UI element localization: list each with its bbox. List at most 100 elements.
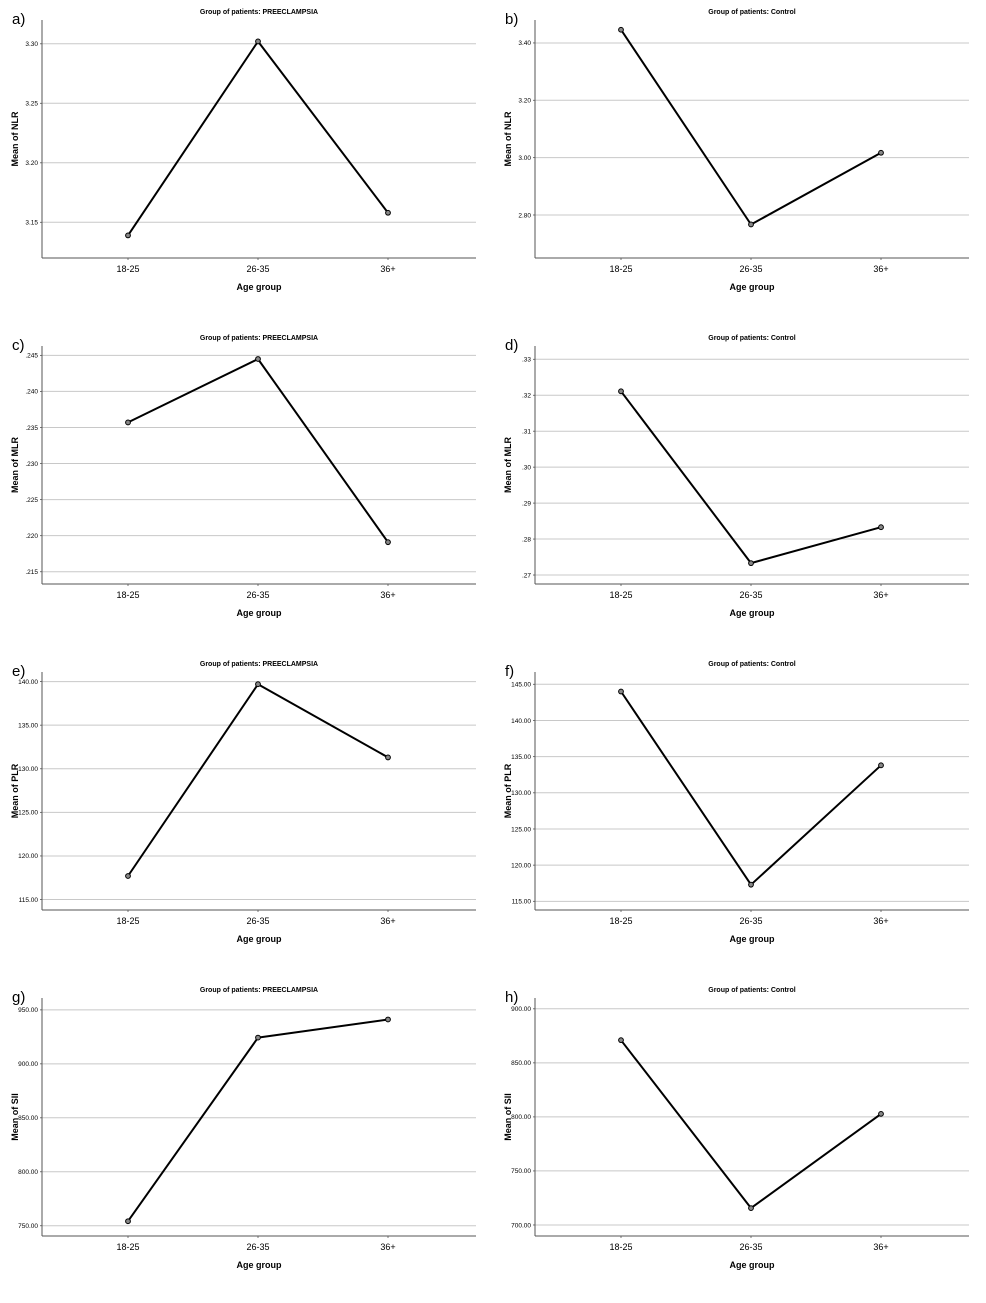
- data-point: [748, 881, 754, 888]
- y-tick-label: 3.00: [518, 155, 531, 162]
- x-tick-label: 18-25: [116, 916, 139, 926]
- y-tick-label: 850.00: [18, 1115, 38, 1122]
- y-tick-label: .27: [522, 572, 531, 579]
- x-tick-label: 36+: [873, 916, 888, 926]
- y-tick-label: 900.00: [18, 1061, 38, 1068]
- x-tick-label: 18-25: [116, 590, 139, 600]
- x-tick-label: 26-35: [739, 1242, 762, 1252]
- x-tick-label: 26-35: [739, 916, 762, 926]
- chart-title: Group of patients: PREECLAMPSIA: [200, 335, 318, 342]
- y-tick-label: .33: [522, 357, 531, 364]
- panel-label: a): [12, 11, 25, 28]
- y-axis-title: Mean of MLR: [503, 437, 513, 493]
- x-tick-label: 26-35: [246, 264, 269, 274]
- data-point: [385, 209, 391, 216]
- chart-title: Group of patients: PREECLAMPSIA: [200, 9, 318, 16]
- x-tick-label: 18-25: [609, 1242, 632, 1252]
- x-tick-label: 18-25: [116, 264, 139, 274]
- y-tick-label: 130.00: [18, 766, 38, 773]
- chart-svg: c) Group of patients: PREECLAMPSIA .215 .22…: [10, 335, 476, 618]
- x-tick-label: 18-25: [609, 264, 632, 274]
- data-point: [125, 1218, 131, 1225]
- y-tick-label: .240: [25, 389, 38, 396]
- x-tick-label: 26-35: [246, 590, 269, 600]
- panel-label: c): [12, 337, 25, 354]
- data-point: [255, 38, 261, 45]
- y-tick-label: 135.00: [511, 754, 531, 761]
- series-line: [127, 1018, 389, 1222]
- y-tick-label: 140.00: [511, 718, 531, 725]
- panel-label: e): [12, 663, 25, 680]
- chart-title: Group of patients: Control: [708, 661, 796, 668]
- x-axis-title: Age group: [730, 608, 775, 618]
- series-line: [127, 358, 389, 543]
- x-tick-label: 36+: [873, 1242, 888, 1252]
- y-tick-label: 2.80: [518, 212, 531, 219]
- y-tick-label: 135.00: [18, 722, 38, 729]
- chart-svg: b) Group of patients: Control 2.80 3.00 3.20…: [503, 9, 969, 292]
- y-tick-label: .230: [25, 461, 38, 468]
- x-tick-label: 36+: [380, 916, 395, 926]
- series-line: [620, 1039, 882, 1210]
- chart-panel-f: f) Group of patients: Control 115.00 120.00…: [493, 652, 986, 977]
- chart-panel-g: g) Group of patients: PREECLAMPSIA 750.00 8…: [0, 978, 493, 1303]
- x-tick-label: 36+: [873, 264, 888, 274]
- chart-svg: a) Group of patients: PREECLAMPSIA 3.15 3.2…: [10, 9, 476, 292]
- data-point: [385, 754, 391, 761]
- y-tick-label: .235: [25, 425, 38, 432]
- y-tick-label: 750.00: [18, 1223, 38, 1230]
- data-point: [878, 149, 884, 156]
- x-tick-label: 26-35: [246, 916, 269, 926]
- y-tick-label: 130.00: [511, 790, 531, 797]
- panel-label: d): [505, 337, 518, 354]
- y-tick-label: 120.00: [18, 853, 38, 860]
- y-tick-label: 3.15: [25, 220, 38, 227]
- chart-panel-h: h) Group of patients: Control 700.00 750.00…: [493, 978, 986, 1303]
- data-point: [618, 1037, 624, 1044]
- panel-label: h): [505, 989, 518, 1006]
- x-axis-title: Age group: [237, 1260, 282, 1270]
- x-tick-label: 18-25: [609, 590, 632, 600]
- y-tick-label: 750.00: [511, 1168, 531, 1175]
- y-tick-label: .29: [522, 500, 531, 507]
- y-axis-title: Mean of MLR: [10, 437, 20, 493]
- data-point: [618, 388, 624, 395]
- y-tick-label: 145.00: [511, 682, 531, 689]
- data-point: [255, 681, 261, 688]
- chart-title: Group of patients: PREECLAMPSIA: [200, 661, 318, 668]
- chart-panel-d: d) Group of patients: Control .27 .28 .29 .30…: [493, 326, 986, 651]
- x-tick-label: 26-35: [739, 590, 762, 600]
- y-axis-title: Mean of PLR: [503, 763, 513, 818]
- y-axis-title: Mean of SII: [503, 1093, 513, 1141]
- series-line: [127, 683, 389, 877]
- y-tick-label: .28: [522, 536, 531, 543]
- y-tick-label: 850.00: [511, 1060, 531, 1067]
- chart-title: Group of patients: Control: [708, 987, 796, 994]
- x-axis-title: Age group: [237, 608, 282, 618]
- chart-panel-b: b) Group of patients: Control 2.80 3.00 3.20…: [493, 0, 986, 325]
- y-axis-title: Mean of SII: [10, 1093, 20, 1141]
- data-point: [255, 1034, 261, 1041]
- x-tick-label: 18-25: [116, 1242, 139, 1252]
- data-point: [878, 762, 884, 769]
- y-tick-label: 800.00: [18, 1169, 38, 1176]
- y-axis-title: Mean of NLR: [503, 111, 513, 166]
- y-tick-label: 800.00: [511, 1114, 531, 1121]
- x-tick-label: 36+: [873, 590, 888, 600]
- y-tick-label: 125.00: [511, 826, 531, 833]
- y-tick-label: 3.30: [25, 41, 38, 48]
- x-axis-title: Age group: [237, 934, 282, 944]
- x-tick-label: 36+: [380, 590, 395, 600]
- data-point: [618, 688, 624, 695]
- panel-label: b): [505, 11, 518, 28]
- data-point: [748, 1205, 754, 1212]
- y-tick-label: .225: [25, 497, 38, 504]
- y-tick-label: 120.00: [511, 862, 531, 869]
- y-tick-label: 3.25: [25, 101, 38, 108]
- y-tick-label: .32: [522, 393, 531, 400]
- chart-title: Group of patients: Control: [708, 9, 796, 16]
- x-tick-label: 36+: [380, 264, 395, 274]
- chart-svg: h) Group of patients: Control 700.00 750.00…: [503, 987, 969, 1270]
- y-tick-label: .30: [522, 464, 531, 471]
- panel-label: g): [12, 989, 25, 1006]
